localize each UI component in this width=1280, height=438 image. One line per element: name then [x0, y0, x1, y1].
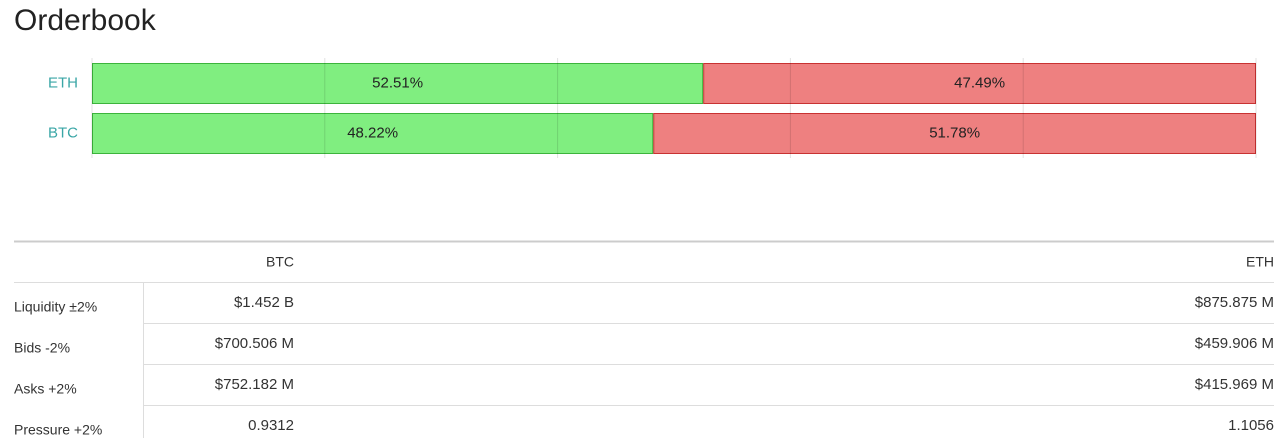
bar-segment — [92, 113, 654, 154]
bar-segment — [92, 63, 704, 104]
data-label: 52.51% — [372, 74, 423, 91]
chart-title: Orderbook — [14, 4, 157, 37]
cell: $1.452 B — [234, 294, 294, 311]
bar-segment — [653, 113, 1256, 154]
cell: 1.1056 — [1228, 417, 1274, 434]
row-label: Asks +2% — [14, 381, 77, 397]
column-header: BTC — [266, 254, 294, 270]
data-label: 48.22% — [347, 124, 398, 141]
row-label: Liquidity ±2% — [14, 299, 97, 315]
data-label: 47.49% — [954, 74, 1005, 91]
column-header: ETH — [1246, 254, 1274, 270]
bar-segment — [703, 63, 1256, 104]
cell: $875.875 M — [1195, 294, 1274, 311]
cell: $700.506 M — [215, 335, 294, 352]
row-label: Bids -2% — [14, 340, 70, 356]
y-tick-label: ETH — [48, 74, 78, 91]
data-label: 51.78% — [929, 124, 980, 141]
cell: $415.969 M — [1195, 376, 1274, 393]
y-tick-label: BTC — [48, 124, 78, 141]
cell: 0.9312 — [248, 417, 294, 434]
cell: $752.182 M — [215, 376, 294, 393]
cell: $459.906 M — [1195, 335, 1274, 352]
row-label: Pressure +2% — [14, 422, 102, 438]
